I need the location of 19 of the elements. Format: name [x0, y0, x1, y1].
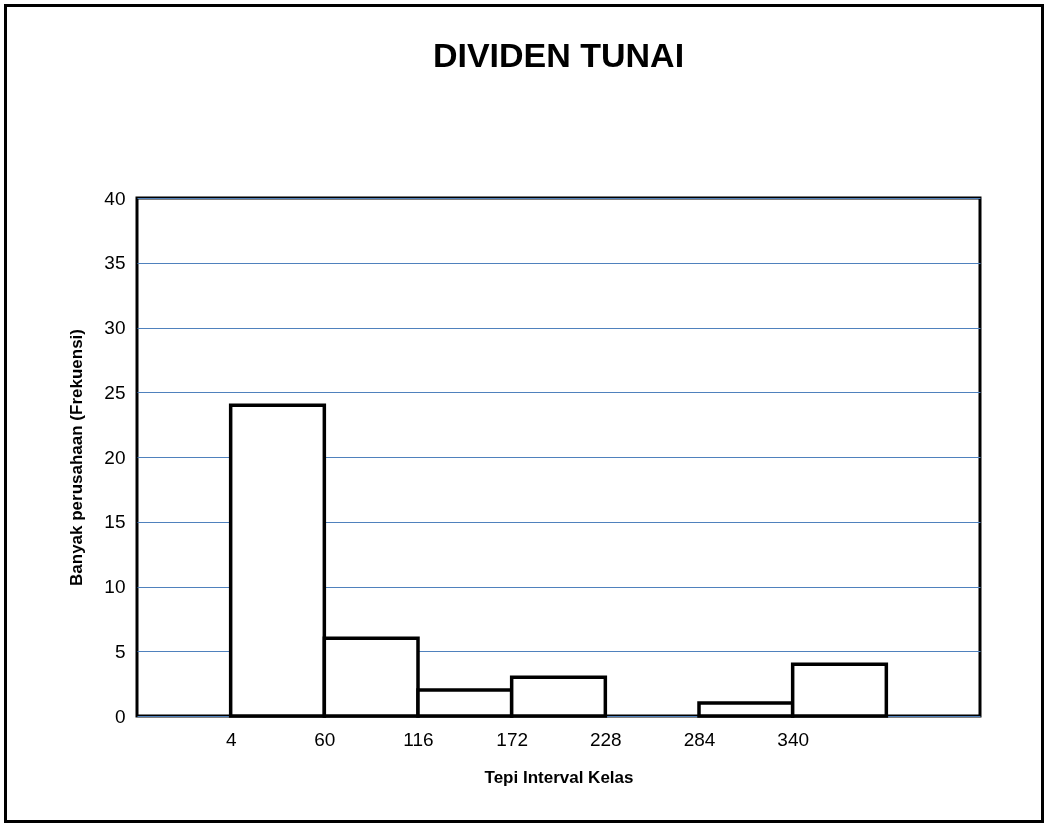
y-tick-label: 30: [104, 317, 126, 338]
x-tick-label: 284: [683, 728, 716, 750]
y-tick-label: 20: [104, 446, 126, 468]
y-tick-label: 15: [104, 511, 126, 533]
x-axis-title: Tepi Interval Kelas: [484, 767, 634, 787]
y-tick-label: 35: [104, 252, 126, 274]
y-tick-label: 5: [114, 640, 126, 662]
y-tick-label: 0: [114, 705, 126, 727]
x-tick-label: 228: [589, 728, 622, 750]
y-tick-label: 25: [104, 381, 126, 403]
x-tick-label: 4: [225, 728, 237, 750]
x-tick-label: 172: [496, 728, 529, 750]
x-tick-label: 116: [403, 728, 434, 750]
x-tick-label: 60: [314, 728, 336, 750]
chart-title: DIVIDEN TUNAI: [432, 36, 685, 74]
x-tick-label: 340: [777, 728, 810, 750]
y-axis-title: Banyak perusahaan (Frekuensi): [67, 329, 87, 586]
y-tick-label: 10: [104, 576, 126, 597]
y-tick-label: 40: [104, 187, 126, 209]
